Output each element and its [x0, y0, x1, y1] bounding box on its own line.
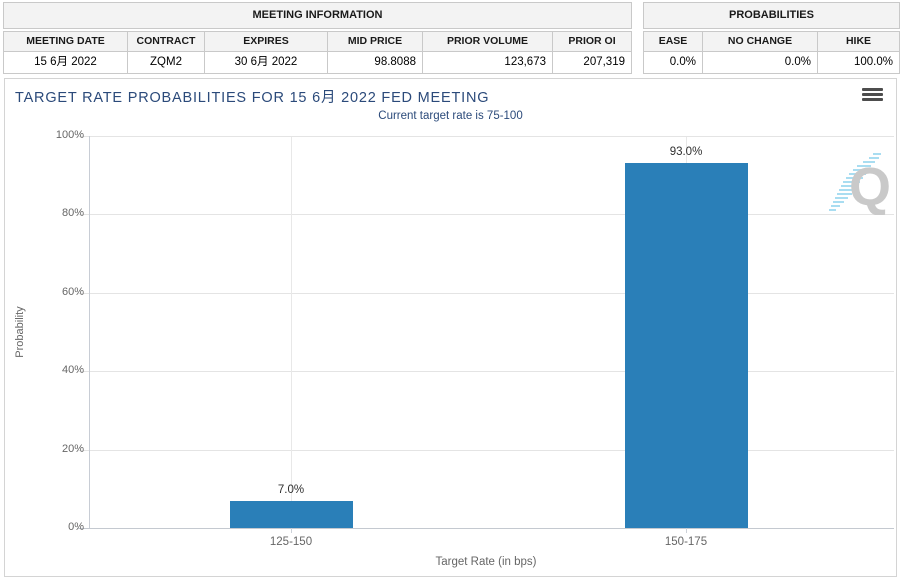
prior-oi-value: 207,319	[583, 56, 625, 68]
ease-value: 0.0%	[644, 52, 703, 73]
y-axis-line	[89, 136, 90, 528]
chart-title: TARGET RATE PROBABILITIES FOR 15 6月 2022…	[15, 90, 490, 106]
column-header-ease: EASE	[644, 32, 703, 52]
contract-value: ZQM2	[128, 52, 205, 73]
probabilities-column-headers: EASE NO CHANGE HIKE	[644, 32, 899, 52]
x-category-label: 150-175	[664, 536, 708, 548]
gridline-40	[78, 371, 894, 372]
gridline-80	[78, 214, 894, 215]
meeting-date-value: 15 6月 2022	[4, 52, 128, 73]
x-axis-line	[78, 528, 894, 529]
gridline-60	[78, 293, 894, 294]
y-tick-label: 60%	[61, 286, 84, 298]
column-header-contract: CONTRACT	[128, 32, 205, 52]
y-tick-label: 80%	[61, 207, 84, 219]
meeting-information-column-headers: MEETING DATE CONTRACT EXPIRES MID PRICE …	[4, 32, 631, 52]
prior-volume-value: 123,673	[423, 52, 553, 73]
column-header-prior-oi: PRIOR OI	[553, 32, 631, 52]
y-tick-label: 0%	[68, 521, 84, 533]
expires-value: 30 6月 2022	[205, 52, 328, 73]
y-axis-title: Probability	[14, 306, 26, 358]
quikstrike-watermark-icon: Q	[829, 153, 889, 215]
watermark-q-letter: Q	[849, 157, 889, 215]
x-tick	[686, 528, 687, 533]
column-header-mid-price: MID PRICE	[328, 32, 423, 52]
column-header-no-change: NO CHANGE	[703, 32, 818, 52]
meeting-information-table: MEETING INFORMATION MEETING DATE CONTRAC…	[3, 2, 632, 74]
y-tick-label: 20%	[61, 443, 84, 455]
no-change-value: 0.0%	[703, 52, 818, 73]
bar-125-150[interactable]	[230, 501, 353, 528]
bar-data-label: 93.0%	[669, 146, 703, 158]
y-tick-label: 100%	[55, 129, 84, 141]
mid-price-value: 98.8088	[328, 52, 423, 73]
column-header-prior-volume: PRIOR VOLUME	[423, 32, 553, 52]
hike-value: 100.0%	[853, 56, 893, 68]
target-rate-probabilities-chart: TARGET RATE PROBABILITIES FOR 15 6月 2022…	[4, 78, 897, 577]
x-tick	[291, 528, 292, 533]
column-header-expires: EXPIRES	[205, 32, 328, 52]
x-category-label: 125-150	[269, 536, 313, 548]
chart-subtitle: Current target rate is 75-100	[378, 110, 523, 122]
x-axis-title: Target Rate (in bps)	[435, 556, 537, 568]
hamburger-icon	[862, 98, 883, 101]
probabilities-header: PROBABILITIES	[643, 2, 900, 29]
meeting-information-header: MEETING INFORMATION	[3, 2, 632, 29]
y-tick-label: 40%	[61, 364, 84, 376]
meeting-information-row: 15 6月 2022 ZQM2 30 6月 2022 98.8088 123,6…	[4, 52, 631, 73]
column-header-meeting-date: MEETING DATE	[4, 32, 128, 52]
bar-150-175[interactable]	[625, 163, 748, 528]
gridline-category-1	[291, 137, 292, 528]
hamburger-icon	[862, 88, 883, 91]
probabilities-table: PROBABILITIES EASE NO CHANGE HIKE 0.0% 0…	[643, 2, 900, 74]
bar-data-label: 7.0%	[277, 484, 305, 496]
column-header-hike: HIKE	[818, 32, 899, 52]
gridline-100	[78, 136, 894, 137]
chart-menu-button[interactable]	[862, 88, 883, 103]
hamburger-icon	[862, 93, 883, 96]
probabilities-row: 0.0% 0.0% 100.0%	[644, 52, 899, 73]
gridline-20	[78, 450, 894, 451]
